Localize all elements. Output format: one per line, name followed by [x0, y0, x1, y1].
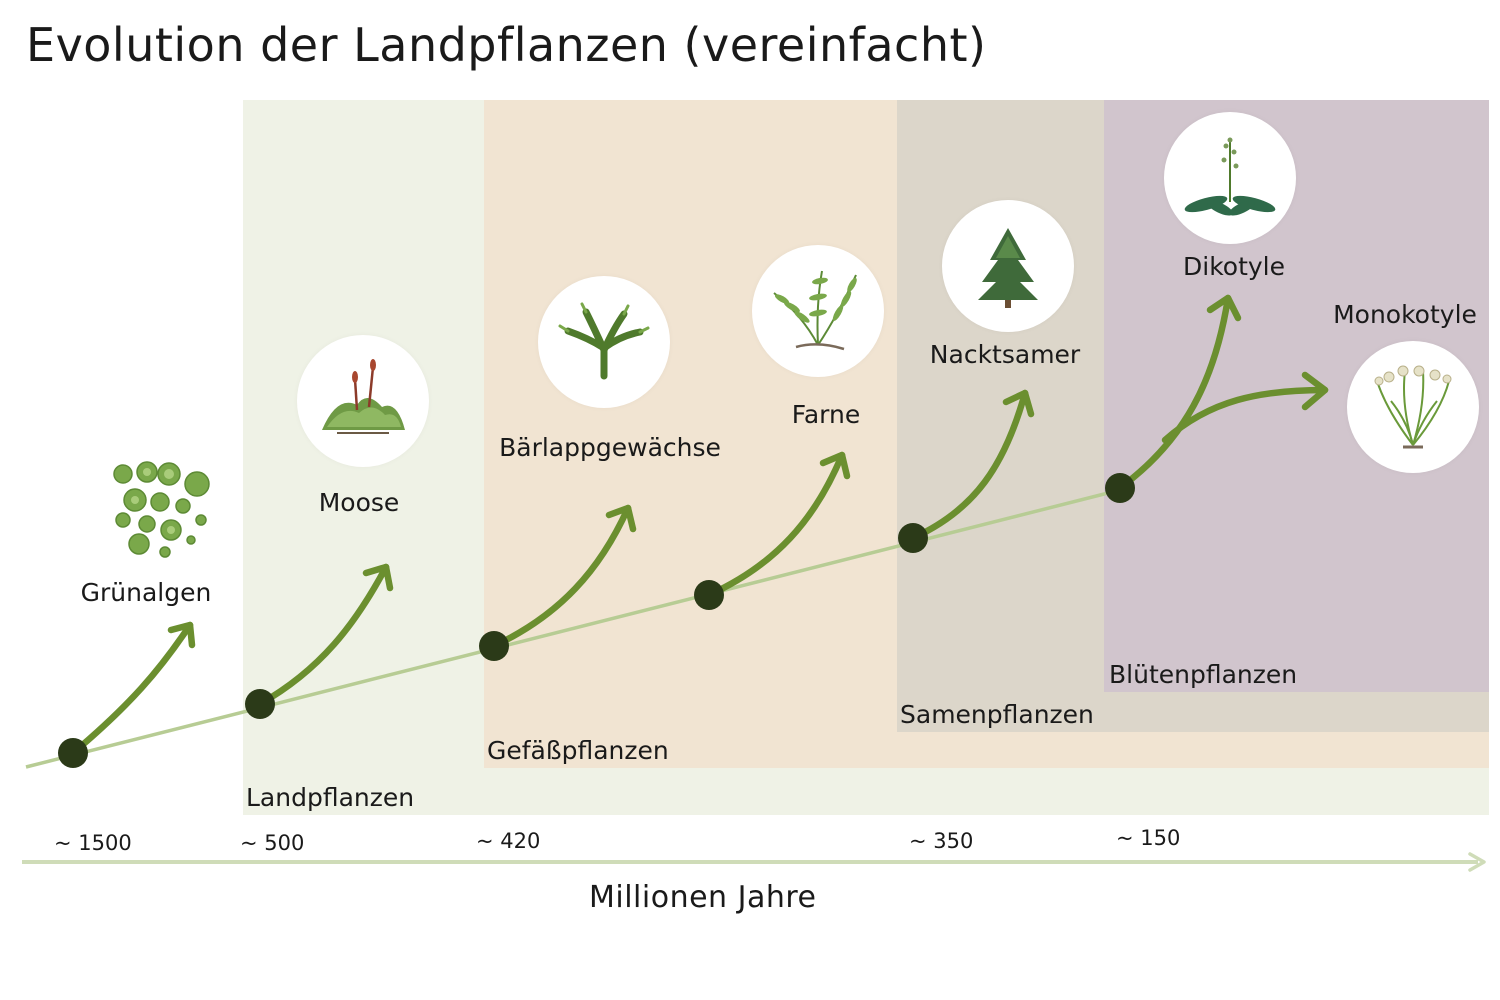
arrowhead-gruenalgen — [167, 621, 196, 649]
zone-label-gefaesspflanzen: Gefäßpflanzen — [487, 736, 669, 765]
arrowhead-baerlapp — [605, 504, 637, 533]
moss-circle — [297, 335, 429, 467]
branch-arrow-nacktsamer — [909, 389, 1029, 542]
arrowhead-farne — [819, 451, 851, 480]
arrowhead-moose — [362, 563, 394, 592]
fern-circle — [752, 245, 884, 377]
branch-arrow-baerlapp — [490, 504, 632, 650]
branch-arrow-monokotyle — [1161, 386, 1329, 444]
green-algae-icon — [113, 461, 210, 558]
time-label-350: ~ 350 — [909, 829, 974, 853]
taxon-label-monokotyle: Monokotyle — [1333, 300, 1477, 329]
branch-arrow-dikotyle — [1116, 294, 1232, 492]
time-label-1500: ~ 1500 — [54, 831, 132, 855]
node-bluetenpflanzen — [1105, 473, 1135, 503]
arrowhead-nacktsamer — [1002, 389, 1035, 418]
clubmoss-icon — [558, 302, 650, 380]
arrowhead-dikotyle — [1206, 294, 1242, 322]
conifer-icon — [978, 228, 1038, 308]
axis-label: Millionen Jahre — [589, 880, 817, 915]
taxon-label-moose: Moose — [318, 488, 400, 517]
evolution-trunk — [25, 488, 1121, 769]
dicot-circle — [1164, 112, 1296, 244]
branch-arrow-moose — [256, 563, 390, 708]
monocot-plant-icon — [1374, 365, 1452, 449]
taxon-label-baerlapp: Bärlappgewächse — [499, 433, 721, 462]
node-baerlapp — [479, 631, 509, 661]
time-label-150: ~ 150 — [1116, 826, 1181, 850]
dicot-plant-icon — [1184, 137, 1276, 216]
taxon-label-nacktsamer: Nacktsamer — [929, 340, 1081, 369]
zone-label-landpflanzen: Landpflanzen — [246, 783, 415, 812]
time-label-420: ~ 420 — [476, 829, 541, 853]
branch-arrow-gruenalgen — [69, 621, 194, 757]
monocot-circle — [1347, 341, 1479, 473]
node-moose — [245, 689, 275, 719]
time-label-500: ~ 500 — [240, 831, 305, 855]
node-nacktsamer — [898, 523, 928, 553]
branch-arrow-farne — [705, 451, 846, 599]
moss-icon — [322, 359, 405, 434]
zone-label-samenpflanzen: Samenpflanzen — [900, 700, 1094, 729]
conifer-circle — [942, 200, 1074, 332]
fern-icon — [773, 270, 857, 351]
clubmoss-circle — [538, 276, 670, 408]
arrowhead-monokotyle — [1301, 371, 1329, 411]
diagram-title: Evolution der Landpflanzen (vereinfacht) — [26, 18, 987, 72]
node-gruenalgen — [58, 738, 88, 768]
zone-label-bluetenpflanzen: Blütenpflanzen — [1109, 660, 1298, 689]
node-farne — [694, 580, 724, 610]
taxon-label-dikotyle: Dikotyle — [1182, 252, 1286, 281]
taxon-label-farne: Farne — [791, 400, 861, 429]
taxon-label-gruenalgen: Grünalgen — [80, 578, 212, 607]
